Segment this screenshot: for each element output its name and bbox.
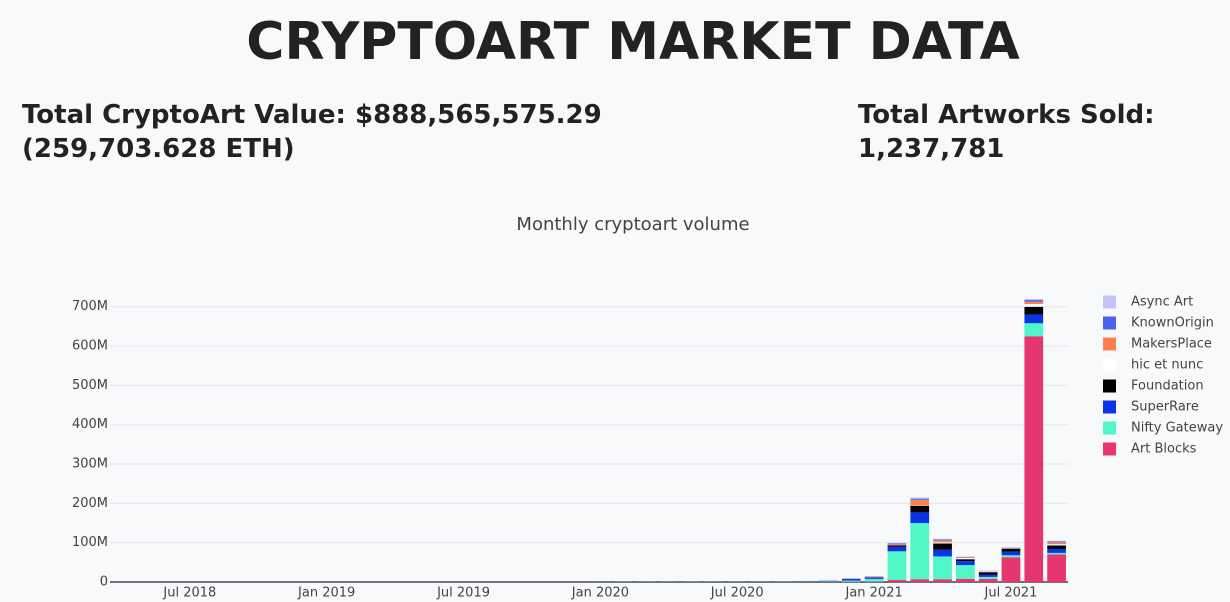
legend-label: MakersPlace bbox=[1131, 337, 1212, 352]
bar-segment bbox=[1047, 554, 1066, 582]
bar-segment bbox=[887, 580, 907, 582]
y-tick-label: 200M bbox=[72, 496, 108, 511]
bar-segment bbox=[887, 544, 907, 546]
y-tick-label: 400M bbox=[72, 417, 108, 432]
bar-segment bbox=[1024, 306, 1044, 315]
bar-segment bbox=[1047, 541, 1066, 543]
bar-segment bbox=[933, 540, 952, 543]
legend-label: Art Blocks bbox=[1131, 442, 1197, 457]
bar-segment bbox=[1024, 301, 1044, 304]
bar-segment bbox=[956, 559, 975, 562]
bar-segment bbox=[978, 574, 998, 577]
legend-swatch bbox=[1103, 442, 1116, 456]
bar-segment bbox=[1024, 298, 1044, 301]
legend-swatch bbox=[1103, 421, 1116, 435]
bar-segment bbox=[1047, 540, 1066, 542]
bar-segment bbox=[956, 558, 975, 560]
bar-segment bbox=[887, 546, 907, 552]
bar-segment bbox=[887, 542, 907, 544]
legend-swatch bbox=[1103, 316, 1116, 330]
legend-label: KnownOrigin bbox=[1131, 316, 1214, 331]
x-tick-label: Jul 2020 bbox=[710, 586, 764, 601]
bar-segment bbox=[1047, 544, 1066, 546]
bar-segment bbox=[819, 580, 838, 582]
bar-segment bbox=[864, 577, 884, 579]
bar-segment bbox=[933, 579, 952, 582]
legend-label: SuperRare bbox=[1131, 400, 1199, 415]
bar-segment bbox=[841, 579, 861, 581]
bar-segment bbox=[887, 551, 907, 581]
y-tick-label: 600M bbox=[72, 339, 108, 354]
bar-segment bbox=[887, 545, 907, 547]
total-sold: Total Artworks Sold: 1,237,781 bbox=[858, 100, 1155, 164]
x-tick-label: Jan 2020 bbox=[571, 586, 629, 601]
bar-segment bbox=[1047, 548, 1066, 553]
x-tick-label: Jul 2018 bbox=[162, 586, 216, 601]
bar-segment bbox=[956, 557, 975, 559]
bar-segment bbox=[910, 523, 930, 580]
bar-segment bbox=[1024, 303, 1044, 307]
bar-segment bbox=[978, 578, 998, 582]
legend-label: Async Art bbox=[1131, 295, 1193, 310]
bar-segment bbox=[933, 538, 952, 540]
bar-segment bbox=[841, 580, 861, 582]
bar-segment bbox=[887, 543, 907, 545]
bar-segment bbox=[933, 542, 952, 544]
bar-segment bbox=[933, 543, 952, 550]
bar-segment bbox=[1047, 542, 1066, 545]
bar-segment bbox=[978, 576, 998, 579]
legend-swatch bbox=[1103, 400, 1116, 414]
bar-segment bbox=[910, 497, 930, 499]
page-title: CRYPTOART MARKET DATA bbox=[246, 12, 1019, 72]
bar-segment bbox=[1001, 551, 1021, 556]
bar-segment bbox=[1001, 547, 1021, 549]
bar-segment bbox=[1047, 552, 1066, 555]
bar-segment bbox=[1047, 545, 1066, 549]
bar-segment bbox=[910, 498, 930, 500]
y-tick-label: 500M bbox=[72, 378, 108, 393]
bar-segment bbox=[956, 578, 975, 582]
y-tick-label: 300M bbox=[72, 457, 108, 472]
bar-segment bbox=[956, 565, 975, 579]
y-tick-label: 700M bbox=[72, 299, 108, 314]
bar-segment bbox=[933, 539, 952, 541]
x-tick-label: Jul 2019 bbox=[436, 586, 490, 601]
bar-segment bbox=[933, 556, 952, 580]
bar-segment bbox=[864, 578, 884, 582]
legend-swatch bbox=[1103, 337, 1116, 351]
bar-segment bbox=[978, 572, 998, 575]
bar-segment bbox=[1001, 555, 1021, 558]
bar-segment bbox=[956, 561, 975, 566]
legend-swatch bbox=[1103, 379, 1116, 393]
bar-segment bbox=[910, 579, 930, 582]
bar-segment bbox=[1024, 300, 1044, 302]
y-tick-label: 100M bbox=[72, 535, 108, 550]
bar-segment bbox=[910, 499, 930, 506]
bar-segment bbox=[864, 576, 884, 578]
legend-swatch bbox=[1103, 295, 1116, 309]
bar-segment bbox=[1001, 557, 1021, 582]
bar-segment bbox=[910, 505, 930, 513]
legend-label: Foundation bbox=[1131, 379, 1204, 394]
legend-label: hic et nunc bbox=[1131, 358, 1203, 373]
bar-segment bbox=[1001, 548, 1021, 552]
bar-segment bbox=[1024, 323, 1044, 337]
bar-segment bbox=[1024, 314, 1044, 324]
bar-segment bbox=[819, 581, 838, 582]
total-value: Total CryptoArt Value: $888,565,575.29 (… bbox=[22, 100, 602, 164]
x-tick-label: Jul 2021 bbox=[984, 586, 1038, 601]
bar-segment bbox=[978, 571, 998, 573]
chart-title: Monthly cryptoart volume bbox=[516, 214, 749, 235]
y-tick-label: 0 bbox=[100, 575, 108, 590]
bar-segment bbox=[910, 512, 930, 524]
bar-segment bbox=[1024, 336, 1044, 582]
legend-label: Nifty Gateway bbox=[1131, 421, 1223, 436]
x-tick-label: Jan 2021 bbox=[844, 586, 902, 601]
legend-swatch bbox=[1103, 358, 1116, 372]
bar-segment bbox=[933, 549, 952, 557]
x-tick-label: Jan 2019 bbox=[297, 586, 355, 601]
